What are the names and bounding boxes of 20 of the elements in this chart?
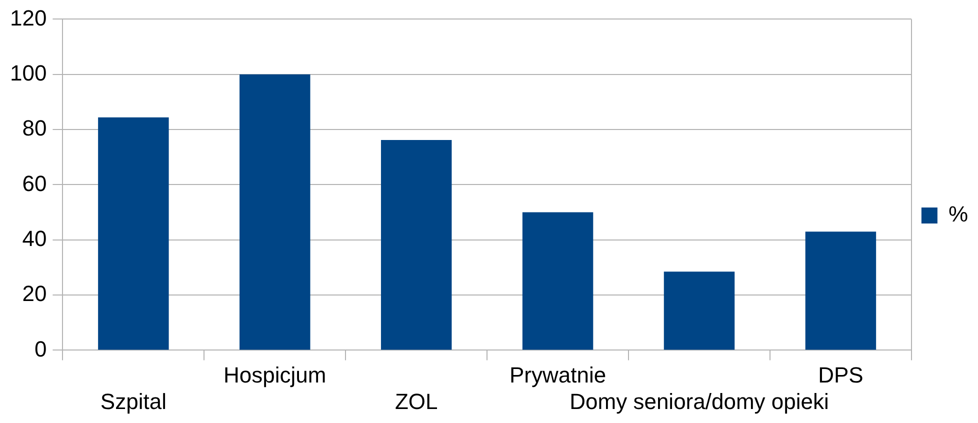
bar — [240, 74, 310, 350]
bar — [522, 212, 594, 350]
legend-label: % — [948, 202, 968, 227]
x-tick-label: Domy seniora/domy opieki — [570, 388, 829, 414]
x-tick-label: Hospicjum — [224, 362, 326, 388]
x-tick-label: ZOL — [394, 388, 438, 414]
y-tick-label: 20 — [22, 281, 47, 306]
y-tick-label: 80 — [22, 116, 47, 141]
y-tick-label: 100 — [10, 60, 47, 86]
bar — [380, 140, 452, 350]
x-tick-label: Szpital — [100, 388, 166, 414]
x-tick-label: Prywatnie — [510, 362, 606, 388]
x-tick-label: DPS — [818, 362, 864, 388]
bar — [664, 272, 735, 350]
y-tick-label: 40 — [22, 226, 47, 251]
y-tick-label: 120 — [10, 5, 47, 30]
bar — [98, 117, 169, 350]
y-tick-label: 0 — [34, 336, 47, 362]
bar — [805, 232, 876, 350]
y-tick-label: 60 — [22, 170, 47, 196]
